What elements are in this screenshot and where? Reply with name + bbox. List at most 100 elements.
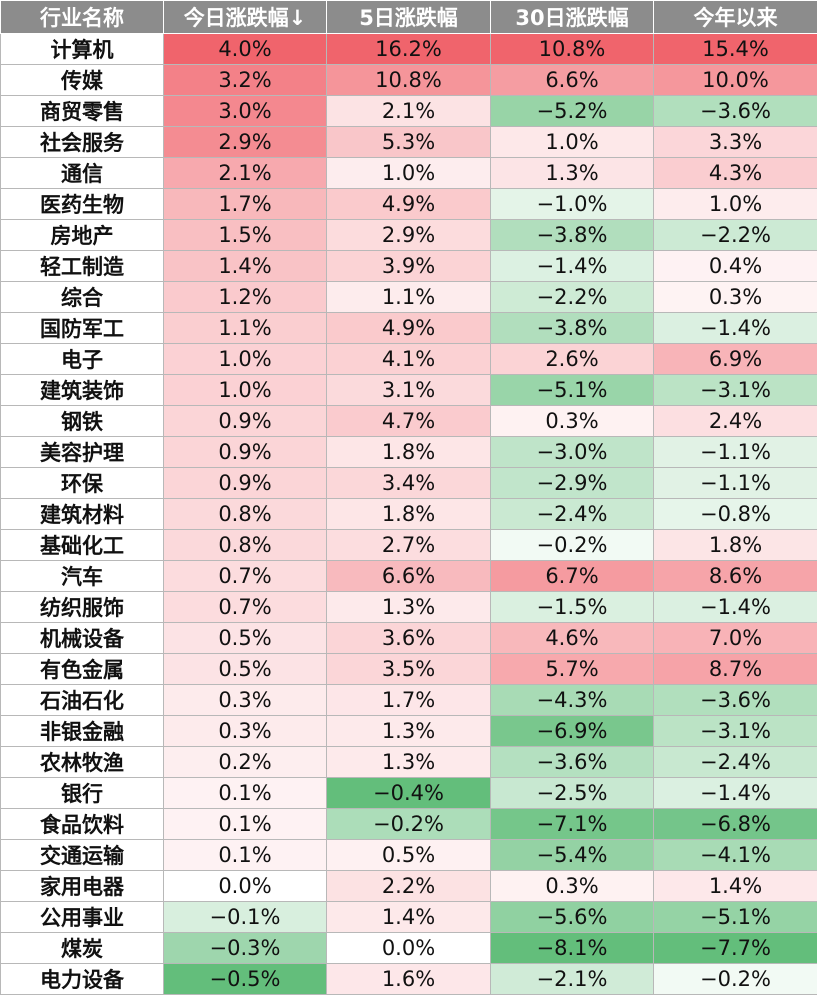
header-today-change[interactable]: 今日涨跌幅↓ xyxy=(164,1,327,34)
30day-change-cell: −4.3% xyxy=(491,685,654,716)
industry-name-cell: 传媒 xyxy=(1,65,164,96)
ytd-change-cell: −1.1% xyxy=(654,468,817,499)
today-change-cell: −0.1% xyxy=(164,902,327,933)
30day-change-cell: −3.0% xyxy=(491,437,654,468)
industry-name-cell: 计算机 xyxy=(1,34,164,65)
5day-change-cell: 2.2% xyxy=(327,871,491,902)
header-30day-change[interactable]: 30日涨跌幅 xyxy=(491,1,654,34)
today-change-cell: 2.9% xyxy=(164,127,327,158)
30day-change-cell: −2.9% xyxy=(491,468,654,499)
industry-name-cell: 机械设备 xyxy=(1,623,164,654)
30day-change-cell: −0.2% xyxy=(491,530,654,561)
ytd-change-cell: 3.3% xyxy=(654,127,817,158)
5day-change-cell: 2.9% xyxy=(327,220,491,251)
industry-name-cell: 农林牧渔 xyxy=(1,747,164,778)
industry-name-cell: 美容护理 xyxy=(1,437,164,468)
industry-name-cell: 非银金融 xyxy=(1,716,164,747)
today-change-cell: 1.5% xyxy=(164,220,327,251)
today-change-cell: 0.1% xyxy=(164,840,327,871)
5day-change-cell: 1.0% xyxy=(327,158,491,189)
5day-change-cell: 1.7% xyxy=(327,685,491,716)
today-change-cell: 1.7% xyxy=(164,189,327,220)
industry-name-cell: 环保 xyxy=(1,468,164,499)
today-change-cell: 0.5% xyxy=(164,654,327,685)
industry-name-cell: 有色金属 xyxy=(1,654,164,685)
industry-name-cell: 电力设备 xyxy=(1,964,164,995)
header-industry-name[interactable]: 行业名称 xyxy=(1,1,164,34)
30day-change-cell: −6.9% xyxy=(491,716,654,747)
5day-change-cell: 3.1% xyxy=(327,375,491,406)
industry-name-cell: 国防军工 xyxy=(1,313,164,344)
30day-change-cell: 1.3% xyxy=(491,158,654,189)
5day-change-cell: 3.6% xyxy=(327,623,491,654)
30day-change-cell: −3.8% xyxy=(491,313,654,344)
30day-change-cell: −5.6% xyxy=(491,902,654,933)
today-change-cell: 0.7% xyxy=(164,561,327,592)
5day-change-cell: 3.4% xyxy=(327,468,491,499)
5day-change-cell: 5.3% xyxy=(327,127,491,158)
today-change-cell: −0.3% xyxy=(164,933,327,964)
ytd-change-cell: −1.4% xyxy=(654,313,817,344)
industry-name-cell: 商贸零售 xyxy=(1,96,164,127)
industry-name-cell: 轻工制造 xyxy=(1,251,164,282)
5day-change-cell: −0.4% xyxy=(327,778,491,809)
ytd-change-cell: −7.7% xyxy=(654,933,817,964)
today-change-cell: 2.1% xyxy=(164,158,327,189)
ytd-change-cell: −1.1% xyxy=(654,437,817,468)
5day-change-cell: 2.7% xyxy=(327,530,491,561)
5day-change-cell: 1.4% xyxy=(327,902,491,933)
5day-change-cell: 4.9% xyxy=(327,313,491,344)
table-header: 行业名称 今日涨跌幅↓ 5日涨跌幅 30日涨跌幅 今年以来 xyxy=(1,1,817,34)
30day-change-cell: −1.4% xyxy=(491,251,654,282)
5day-change-cell: 3.5% xyxy=(327,654,491,685)
industry-name-cell: 综合 xyxy=(1,282,164,313)
ytd-change-cell: 15.4% xyxy=(654,34,817,65)
today-change-cell: 0.9% xyxy=(164,468,327,499)
30day-change-cell: −2.1% xyxy=(491,964,654,995)
header-ytd-change[interactable]: 今年以来 xyxy=(654,1,817,34)
30day-change-cell: −7.1% xyxy=(491,809,654,840)
today-change-cell: 0.1% xyxy=(164,778,327,809)
ytd-change-cell: −0.8% xyxy=(654,499,817,530)
today-change-cell: 0.3% xyxy=(164,716,327,747)
30day-change-cell: −5.1% xyxy=(491,375,654,406)
today-change-cell: 3.0% xyxy=(164,96,327,127)
30day-change-cell: 0.3% xyxy=(491,871,654,902)
today-change-cell: 1.4% xyxy=(164,251,327,282)
30day-change-cell: 1.0% xyxy=(491,127,654,158)
30day-change-cell: −3.8% xyxy=(491,220,654,251)
industry-name-cell: 通信 xyxy=(1,158,164,189)
today-change-cell: 1.2% xyxy=(164,282,327,313)
30day-change-cell: −3.6% xyxy=(491,747,654,778)
ytd-change-cell: 1.4% xyxy=(654,871,817,902)
30day-change-cell: 6.6% xyxy=(491,65,654,96)
industry-name-cell: 房地产 xyxy=(1,220,164,251)
ytd-change-cell: −2.2% xyxy=(654,220,817,251)
ytd-change-cell: −3.6% xyxy=(654,685,817,716)
industry-name-cell: 纺织服饰 xyxy=(1,592,164,623)
today-change-cell: 0.1% xyxy=(164,809,327,840)
industry-name-cell: 家用电器 xyxy=(1,871,164,902)
industry-name-cell: 煤炭 xyxy=(1,933,164,964)
ytd-change-cell: −3.1% xyxy=(654,716,817,747)
ytd-change-cell: −4.1% xyxy=(654,840,817,871)
industry-name-cell: 社会服务 xyxy=(1,127,164,158)
ytd-change-cell: 1.8% xyxy=(654,530,817,561)
header-5day-change[interactable]: 5日涨跌幅 xyxy=(327,1,491,34)
ytd-change-cell: −6.8% xyxy=(654,809,817,840)
